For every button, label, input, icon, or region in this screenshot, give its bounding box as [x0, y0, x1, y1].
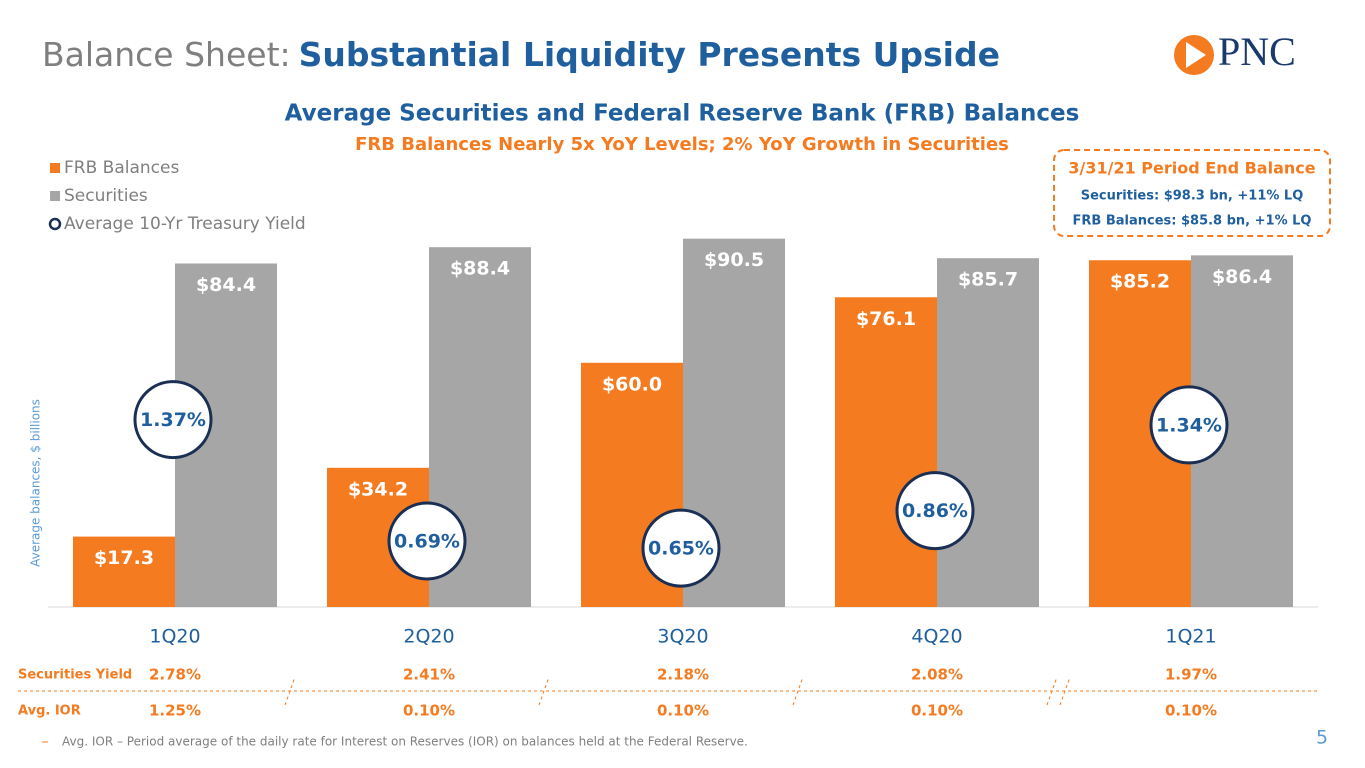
- yield-marker: [641, 508, 721, 588]
- column-separator: [792, 676, 804, 706]
- legend-label: Average 10-Yr Treasury Yield: [64, 214, 306, 234]
- callout-line: FRB Balances: $85.8 bn, +1% LQ: [1073, 214, 1312, 229]
- logo-icon-mark: [1186, 42, 1206, 68]
- table-cell: 2.41%: [403, 666, 455, 684]
- table-row-label: Avg. IOR: [18, 704, 81, 719]
- legend-marker: [50, 191, 60, 201]
- table-cell: 0.10%: [403, 702, 455, 720]
- chart-title: Average Securities and Federal Reserve B…: [285, 101, 1080, 127]
- bar-value-label: $60.0: [602, 373, 662, 395]
- column-separator: [538, 676, 550, 706]
- yield-label: 0.69%: [394, 530, 460, 552]
- logo: PNC: [1174, 29, 1296, 75]
- callout-box: [1053, 149, 1331, 237]
- yield-label: 1.34%: [1156, 414, 1222, 436]
- bar-value-label: $90.5: [704, 249, 764, 271]
- table-cell: 2.18%: [657, 666, 709, 684]
- table-cell: 0.10%: [911, 702, 963, 720]
- bar-value-label: $86.4: [1212, 266, 1272, 288]
- column-separator: [1059, 676, 1071, 706]
- table-cell: 0.10%: [657, 702, 709, 720]
- chart-subtitle: FRB Balances Nearly 5x YoY Levels; 2% Yo…: [355, 134, 1009, 155]
- bar: [73, 536, 175, 607]
- bar-value-label: $76.1: [856, 308, 916, 330]
- bar: [835, 297, 937, 607]
- legend-marker: [50, 163, 60, 173]
- table-cell: 1.25%: [149, 702, 201, 720]
- footnote: Avg. IOR – Period average of the daily r…: [62, 735, 748, 749]
- yield-label: 0.65%: [648, 538, 714, 560]
- table-row-label: Securities Yield: [18, 668, 132, 683]
- title-main: Substantial Liquidity Presents Upside: [299, 35, 1000, 74]
- x-tick-label: 4Q20: [911, 626, 962, 648]
- title-lead: Balance Sheet:: [42, 35, 291, 74]
- x-tick-label: 1Q21: [1165, 626, 1216, 648]
- yield-marker: [387, 501, 467, 581]
- callout-title: 3/31/21 Period End Balance: [1068, 159, 1315, 178]
- slide-title: Balance Sheet: Substantial Liquidity Pres…: [42, 35, 1000, 74]
- yield-marker: [1149, 385, 1229, 465]
- x-tick-label: 1Q20: [149, 626, 200, 648]
- y-axis-label: Average balances, $ billions: [29, 399, 43, 567]
- table-cell: 2.08%: [911, 666, 963, 684]
- table-cell: 2.78%: [149, 666, 201, 684]
- bar-value-label: $85.2: [1110, 271, 1170, 293]
- bar-value-label: $34.2: [348, 478, 408, 500]
- x-tick-label: 3Q20: [657, 626, 708, 648]
- bar-value-label: $88.4: [450, 258, 510, 280]
- table-cell: 0.10%: [1165, 702, 1217, 720]
- column-separator: [284, 676, 296, 706]
- yield-label: 0.86%: [902, 500, 968, 522]
- yield-marker: [895, 471, 975, 551]
- yield-marker: [133, 380, 213, 460]
- bar: [937, 258, 1039, 607]
- legend-marker: [48, 217, 62, 231]
- logo-text: PNC: [1218, 29, 1296, 74]
- page-number: 5: [1316, 727, 1328, 749]
- x-tick-label: 2Q20: [403, 626, 454, 648]
- legend-label: Securities: [64, 186, 148, 206]
- bar-value-label: $84.4: [196, 274, 256, 296]
- bar-value-label: $85.7: [958, 269, 1018, 291]
- yield-label: 1.37%: [140, 409, 206, 431]
- column-separator: [1046, 676, 1058, 706]
- callout-line: Securities: $98.3 bn, +11% LQ: [1081, 189, 1304, 204]
- legend-label: FRB Balances: [64, 158, 179, 178]
- table-cell: 1.97%: [1165, 666, 1217, 684]
- bar-value-label: $17.3: [94, 547, 154, 569]
